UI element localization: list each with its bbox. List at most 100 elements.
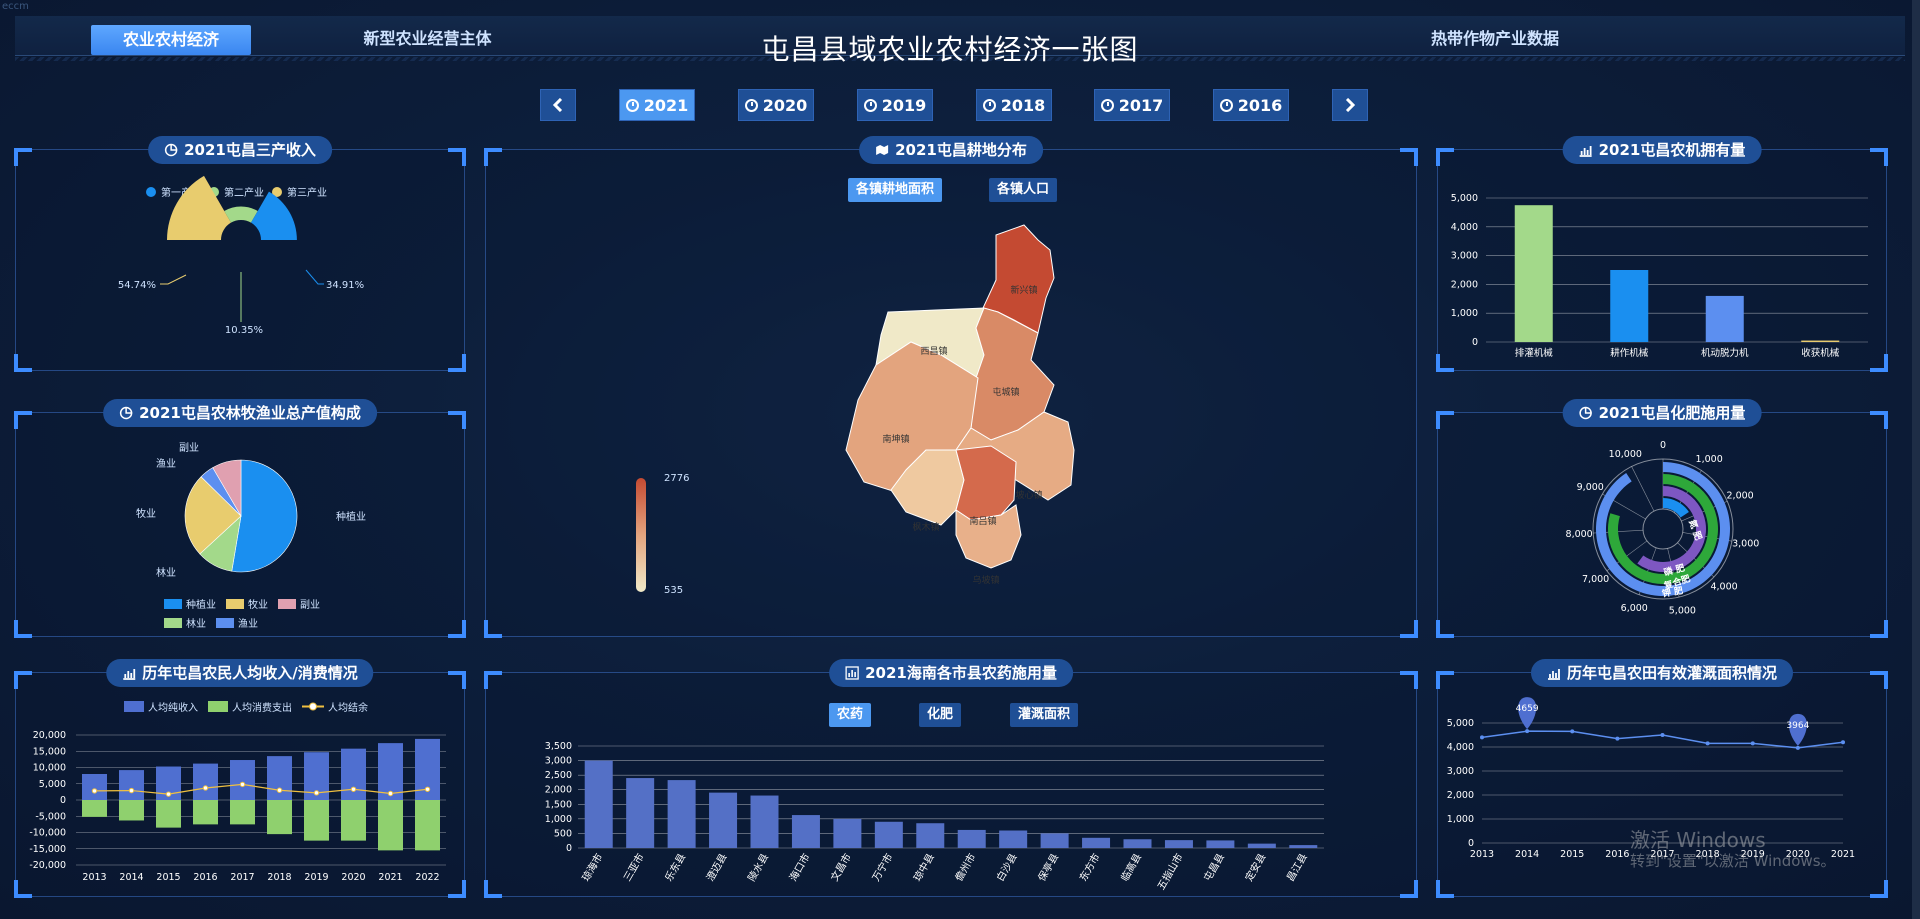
nav-tab-new-business[interactable]: 新型农业经营主体 — [363, 29, 492, 48]
nav-tab-tropical-crops[interactable]: 热带作物产业数据 — [1430, 29, 1559, 48]
tick-label: 2013 — [82, 872, 106, 883]
tick-label: 2015 — [1560, 849, 1584, 860]
tick-label: 陵水县 — [746, 852, 771, 884]
year-button-2016[interactable]: 2016 — [1213, 89, 1289, 121]
data-label: 渔业 — [156, 458, 176, 470]
clock-icon — [625, 98, 639, 112]
tick-label: 儋州市 — [952, 851, 978, 883]
bar-expense — [193, 800, 218, 825]
tab-town-farmland[interactable]: 各镇耕地面积 — [848, 178, 943, 202]
tick-label: 1,500 — [545, 799, 572, 810]
nav-tab-agri-economy[interactable]: 农业农村经济 — [91, 25, 251, 55]
chevron-left-icon — [552, 98, 563, 112]
series-point — [313, 790, 320, 796]
tick-label: 2022 — [415, 872, 439, 883]
clock-icon — [1100, 98, 1114, 112]
tab-fertilizer[interactable]: 化肥 — [919, 703, 962, 727]
markpoint-pin — [1788, 713, 1807, 746]
bar — [1164, 840, 1193, 848]
tick-label: 3,500 — [545, 741, 572, 752]
tick-label: 500 — [554, 828, 572, 839]
year-label: 2016 — [1237, 95, 1283, 115]
legend-swatch — [278, 598, 296, 609]
series-point — [1841, 740, 1845, 745]
label-line — [160, 274, 187, 285]
tab-irrigation[interactable]: 灌溉面积 — [1010, 703, 1079, 727]
tick-label: 3,000 — [1451, 251, 1478, 262]
year-button-2020[interactable]: 2020 — [738, 89, 814, 121]
year-button-2019[interactable]: 2019 — [857, 89, 933, 121]
tick-label: 3,000 — [545, 756, 572, 767]
panel-title: 2021屯昌化肥施用量 — [1562, 399, 1762, 427]
bar-expense — [415, 800, 440, 851]
series-point — [202, 785, 209, 791]
pie-slice — [167, 175, 231, 240]
town-label: 西昌镇 — [920, 345, 947, 357]
tab-pesticide[interactable]: 农药 — [829, 703, 872, 727]
tick-label: 1,000 — [1447, 814, 1474, 825]
panel-title-text: 2021屯昌三产收入 — [184, 141, 316, 159]
year-label: 2019 — [881, 95, 927, 115]
panel-title: 历年屯昌农民人均收入/消费情况 — [106, 659, 374, 687]
year-button-2017[interactable]: 2017 — [1094, 89, 1170, 121]
year-button-2021[interactable]: 2021 — [619, 89, 695, 121]
year-button-2018[interactable]: 2018 — [976, 89, 1052, 121]
tick-label: 文昌市 — [828, 851, 854, 883]
series-point — [239, 781, 246, 788]
tick-label: 保亭县 — [1035, 851, 1061, 883]
visual-map-scale[interactable] — [636, 478, 646, 592]
tick-label: 2021 — [1831, 849, 1855, 860]
tick-label: 2014 — [119, 872, 143, 883]
prev-year-button[interactable] — [540, 89, 576, 121]
year-label: 2021 — [643, 95, 689, 115]
tick-label: 2014 — [1515, 849, 1539, 860]
tab-town-population[interactable]: 各镇人口 — [989, 178, 1058, 202]
panel-title-text: 2021屯昌化肥施用量 — [1598, 404, 1746, 422]
next-year-button[interactable] — [1332, 89, 1368, 121]
tick-label: 4,000 — [1710, 582, 1737, 593]
town-wupo[interactable] — [955, 504, 1022, 569]
town-label: 坡心镇 — [1015, 489, 1042, 501]
tick-label: 4,000 — [1447, 742, 1474, 753]
series-point — [165, 791, 172, 797]
tick-label: 昌江县 — [1284, 852, 1309, 884]
tick-label: 15,000 — [33, 746, 66, 757]
legend-swatch — [226, 598, 244, 609]
pie-slice — [184, 476, 242, 555]
panel-title: 2021屯昌农机拥有量 — [1562, 136, 1762, 164]
town-nanlv[interactable] — [955, 445, 1017, 521]
chart-legend: 林业 渔业 — [164, 615, 258, 630]
panel-title: 2021屯昌三产收入 — [148, 136, 332, 164]
bar-expense — [230, 800, 255, 825]
bar — [709, 792, 738, 848]
tick-label: 2016 — [1605, 849, 1629, 860]
markpoint-label: 4659 — [1516, 704, 1539, 714]
panel-title: 历年屯昌农田有效灌溉面积情况 — [1530, 659, 1794, 687]
series-point — [1570, 729, 1575, 734]
town-label: 屯城镇 — [992, 386, 1019, 398]
bar — [1610, 270, 1649, 342]
windows-watermark-text: 转到"设置"以激活 Windows。 — [1630, 852, 1836, 870]
tick-label: 屯昌县 — [1201, 851, 1227, 883]
tick-label: 2020 — [341, 872, 365, 883]
tick-label: 白沙县 — [994, 851, 1020, 883]
panel-title-text: 2021屯昌农机拥有量 — [1598, 141, 1746, 159]
tick-label: 6,000 — [1621, 603, 1648, 614]
chevron-right-icon — [1345, 98, 1356, 112]
tick-label: 0 — [1468, 838, 1474, 849]
tick-label: 2016 — [193, 872, 217, 883]
bar — [1040, 833, 1069, 848]
tick-label: -20,000 — [29, 860, 66, 871]
page-scrollbar[interactable] — [1912, 0, 1920, 919]
pie-slice — [224, 206, 258, 223]
tick-label: 2,000 — [545, 785, 572, 796]
bar-expense — [304, 800, 329, 841]
clock-icon — [863, 98, 877, 112]
fertilizer-chart: 0 1,000 2,000 3,000 4,000 5,000 6,000 7,000 8,00… — [1566, 440, 1760, 617]
machinery-chart: 5,000 4,000 3,000 2,000 1,000 0 排灌机械 耕作机械 机动脱力机 收… — [1451, 193, 1868, 359]
town-xinxing[interactable] — [982, 224, 1055, 334]
tick-label: 2017 — [1650, 849, 1674, 860]
series-point — [1750, 741, 1755, 746]
bar-expense — [341, 800, 366, 841]
panel-title: 2021屯昌耕地分布 — [859, 136, 1043, 164]
